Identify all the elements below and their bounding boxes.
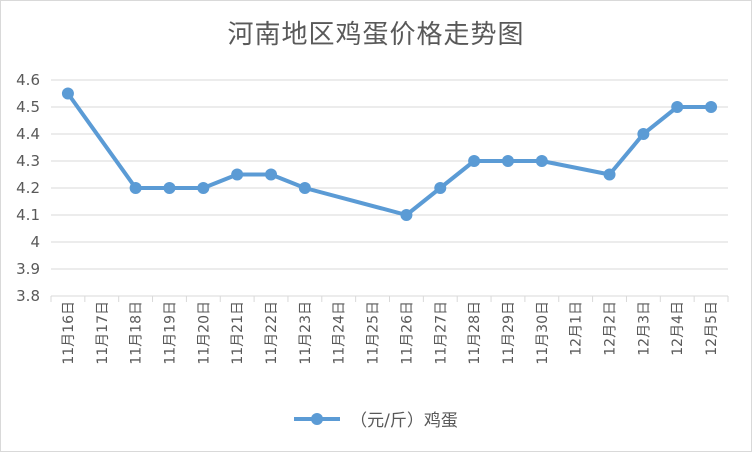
- x-tick-label: 11月21日: [230, 301, 246, 365]
- x-tick-label: 11月17日: [95, 301, 111, 365]
- x-tick-label: 11月23日: [298, 301, 314, 365]
- legend-line-marker-icon: [294, 411, 341, 427]
- legend-item: （元/斤）鸡蛋: [294, 406, 458, 431]
- x-tick-label: 11月22日: [264, 301, 280, 365]
- data-point: [400, 209, 413, 221]
- x-ticks: [50, 296, 729, 302]
- data-point: [231, 168, 244, 181]
- x-tick-label: 11月25日: [366, 301, 382, 365]
- x-tick-label: 12月4日: [670, 301, 686, 356]
- y-tick-label: 4: [30, 233, 40, 251]
- data-point: [637, 128, 650, 140]
- series-line-path: [65, 91, 714, 217]
- x-tick-label: 12月2日: [603, 301, 619, 356]
- x-tick-label: 11月16日: [61, 301, 77, 365]
- data-point: [265, 168, 278, 181]
- data-point: [468, 155, 481, 167]
- x-tick-label: 11月24日: [332, 301, 348, 365]
- x-tick-label: 12月5日: [704, 301, 720, 356]
- x-tick-label: 11月30日: [535, 301, 551, 365]
- y-tick-label: 4.2: [16, 179, 40, 197]
- legend-label: （元/斤）鸡蛋: [350, 411, 458, 431]
- legend: （元/斤）鸡蛋: [0, 406, 752, 432]
- y-tick-label: 3.9: [16, 260, 40, 278]
- data-point: [298, 182, 311, 194]
- x-tick-label: 11月20日: [196, 301, 212, 365]
- y-tick-labels: 4.6 4.5 4.4 4.3 4.2 4.1 4 3.9 3.8: [16, 71, 40, 305]
- data-point: [603, 168, 616, 181]
- data-point: [501, 155, 514, 167]
- x-tick-label: 11月29日: [501, 301, 517, 365]
- x-tick-label: 12月3日: [636, 301, 652, 356]
- x-tick-label: 11月26日: [399, 301, 415, 365]
- data-point: [163, 182, 176, 194]
- y-tick-label: 4.3: [16, 152, 40, 170]
- series-line: [61, 87, 718, 221]
- chart-title: 河南地区鸡蛋价格走势图: [227, 20, 525, 50]
- x-tick-label: 11月28日: [467, 301, 483, 365]
- y-tick-label: 4.4: [16, 125, 40, 143]
- y-tick-label: 4.5: [16, 98, 40, 116]
- data-point: [535, 155, 548, 167]
- x-tick-label: 11月18日: [129, 301, 145, 365]
- y-tick-label: 4.1: [16, 206, 40, 224]
- x-tick-label: 11月27日: [433, 301, 449, 365]
- x-tick-label: 11月19日: [162, 301, 178, 365]
- y-tick-label: 4.6: [16, 71, 40, 89]
- y-tick-label: 3.8: [16, 287, 40, 305]
- data-point: [129, 182, 142, 194]
- data-point: [671, 101, 684, 113]
- gridlines: [51, 79, 728, 297]
- x-tick-labels: 11月16日 11月17日 11月18日 11月19日 11月20日 11月21日 11月2…: [61, 301, 720, 365]
- data-point: [197, 182, 210, 194]
- data-point: [434, 182, 447, 194]
- x-tick-label: 12月1日: [569, 301, 585, 356]
- data-point: [61, 87, 74, 100]
- data-point: [705, 101, 718, 113]
